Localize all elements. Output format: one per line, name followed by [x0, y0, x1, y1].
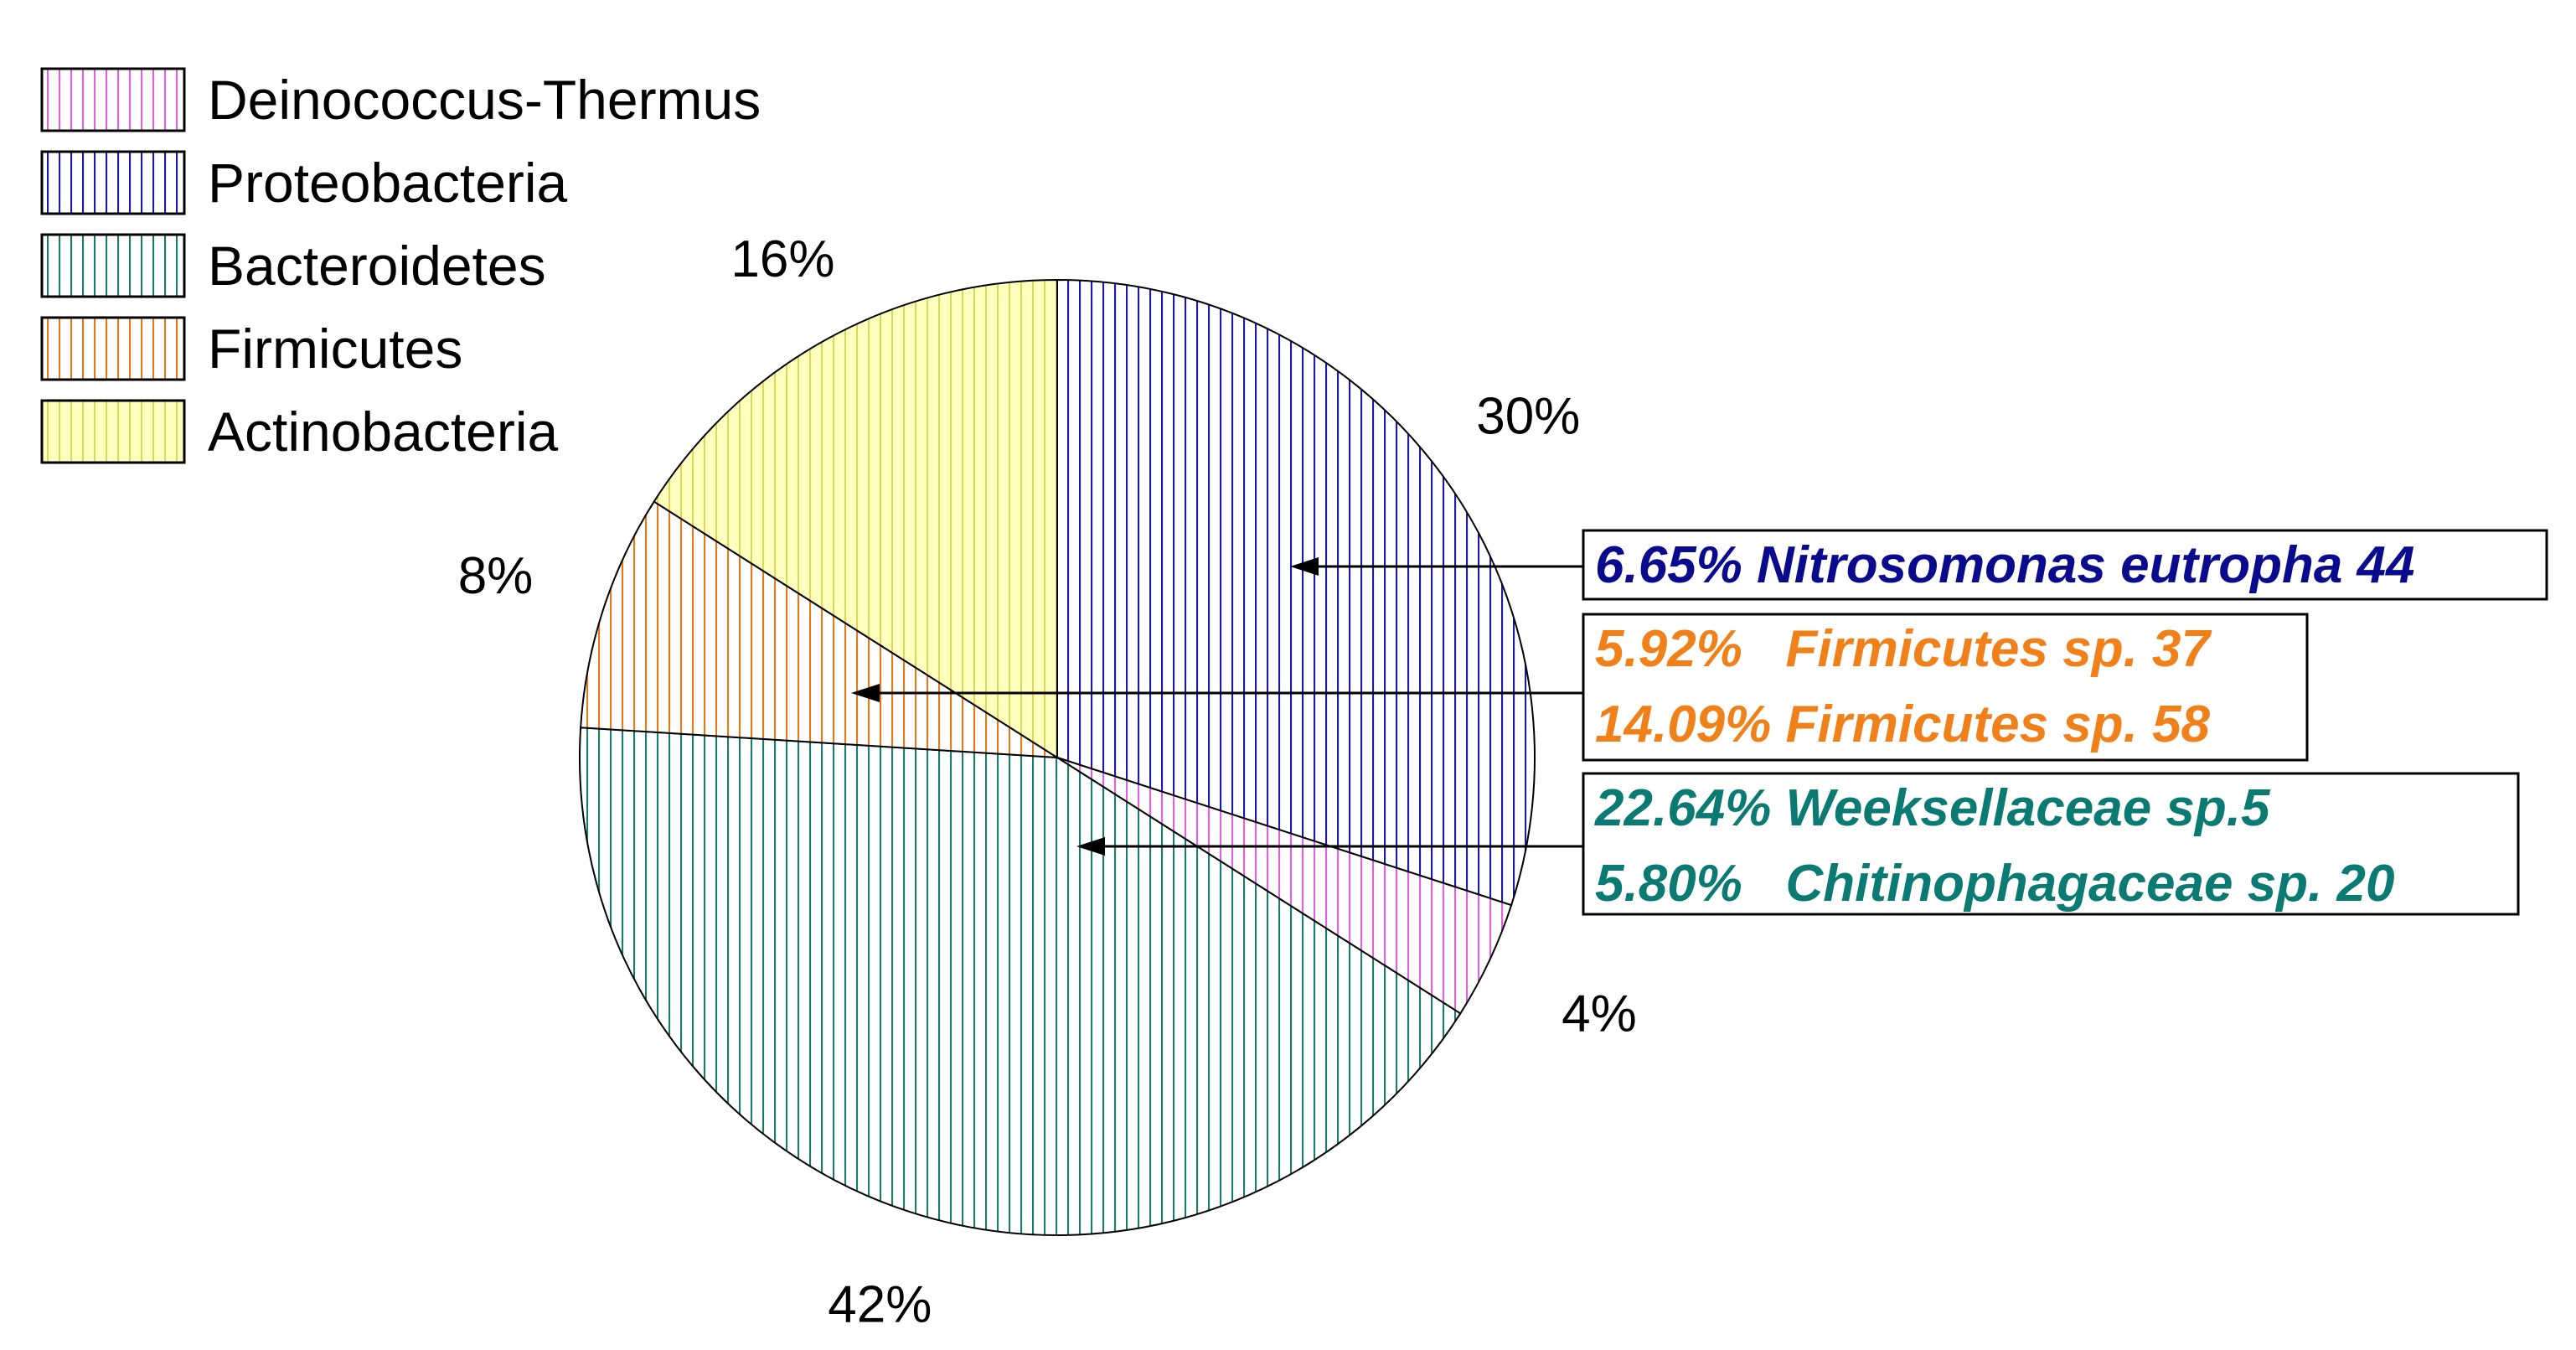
annotation-line: 5.92% Firmicutes sp. 37 — [1595, 620, 2212, 678]
legend-swatch-bacteroidetes — [40, 233, 186, 298]
slice-actinobacteria — [653, 278, 1058, 759]
slice-label-deinococcus-thermus: 4% — [1562, 985, 1637, 1042]
legend-swatch-actinobacteria — [40, 399, 186, 464]
annotations: 6.65% Nitrosomonas eutropha 44 5.92% Firm… — [851, 529, 2548, 916]
slice-labels: 30% 4% 42% 8% 16% — [458, 230, 1637, 1333]
legend-label-actinobacteria: Actinobacteria — [208, 401, 559, 463]
legend-label-bacteroidetes: Bacteroidetes — [208, 235, 546, 297]
arrowhead-icon — [851, 684, 880, 702]
legend: Deinococcus-Thermus Proteobacteria Bactero… — [40, 67, 761, 464]
slice-label-firmicutes: 8% — [458, 547, 534, 605]
slice-label-actinobacteria: 16% — [730, 230, 834, 288]
annotation-line: 14.09% Firmicutes sp. 58 — [1595, 696, 2211, 753]
arrowhead-icon — [1290, 557, 1319, 576]
annotation-line: 22.64% Weeksellaceae sp.5 — [1594, 779, 2271, 837]
legend-swatch-deinococcus-thermus — [40, 67, 186, 132]
slice-label-bacteroidetes: 42% — [828, 1275, 932, 1333]
legend-label-deinococcus-thermus: Deinococcus-Thermus — [208, 69, 761, 131]
annotation-firmicutes: 5.92% Firmicutes sp. 37 14.09% Firmicutes… — [851, 613, 2309, 762]
legend-label-firmicutes: Firmicutes — [208, 318, 462, 380]
slice-bacteroidetes — [579, 727, 1462, 1237]
slice-label-proteobacteria: 30% — [1476, 387, 1580, 445]
annotation-bacteroidetes: 22.64% Weeksellaceae sp.5 5.80% Chitinoph… — [1076, 772, 2520, 916]
slice-proteobacteria — [1056, 278, 1536, 907]
legend-swatch-proteobacteria — [40, 150, 186, 215]
legend-label-proteobacteria: Proteobacteria — [208, 152, 568, 214]
annotation-proteobacteria: 6.65% Nitrosomonas eutropha 44 — [1290, 529, 2548, 601]
arrowhead-icon — [1076, 837, 1105, 856]
annotation-line: 5.80% Chitinophagaceae sp. 20 — [1595, 855, 2394, 913]
pie-slices — [579, 278, 1536, 1237]
annotation-line: 6.65% Nitrosomonas eutropha 44 — [1595, 536, 2415, 594]
legend-swatch-firmicutes — [40, 316, 186, 381]
